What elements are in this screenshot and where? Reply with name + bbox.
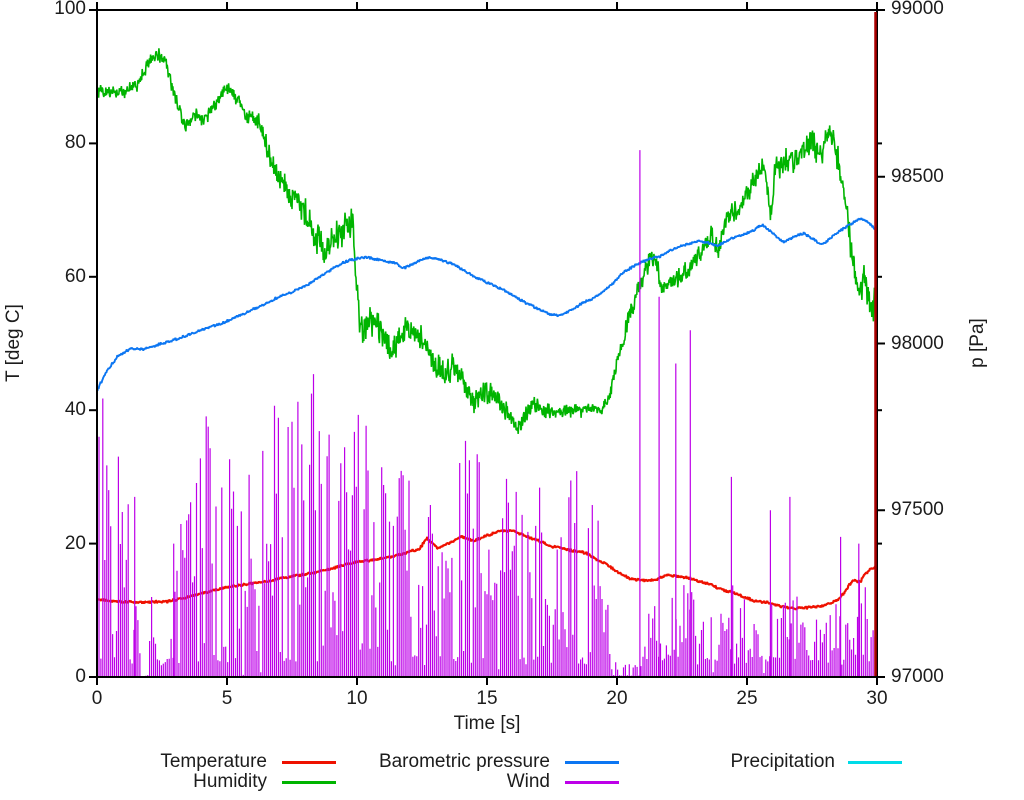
legend-label-barometric-pressure: Barometric pressure [378,751,550,772]
x-tick-label-25: 25 [736,688,758,709]
x-tick-label-20: 20 [606,688,628,709]
legend-label-temperature: Temperature [160,751,267,772]
legend-label-humidity: Humidity [193,771,267,792]
legend-line-barometric-pressure [565,761,619,764]
x-tick-label-5: 5 [221,688,233,709]
x-tick-label-30: 30 [866,688,888,709]
x-axis-title: Time [s] [453,713,521,734]
y1-axis-title: T [deg C] [3,304,24,382]
y2-tick-label-98000: 98000 [891,333,944,354]
y1-tick-label-80: 80 [64,132,86,153]
y1-tick-label-20: 20 [64,533,86,554]
x-tick-label-10: 10 [346,688,368,709]
y2-tick-label-97500: 97500 [891,499,944,520]
y1-tick-label-0: 0 [75,666,86,687]
legend-line-humidity [282,781,336,784]
legend-line-temperature [282,761,336,764]
y1-tick-label-100: 100 [54,0,86,19]
legend-label-precipitation: Precipitation [730,751,835,772]
legend-label-wind: Wind [506,771,550,792]
y1-tick-label-60: 60 [64,266,86,287]
legend-line-wind [565,781,619,784]
y2-tick-label-97000: 97000 [891,666,944,687]
y2-tick-label-98500: 98500 [891,166,944,187]
x-tick-label-15: 15 [476,688,498,709]
x-tick-label-0: 0 [91,688,103,709]
y2-tick-label-99000: 99000 [891,0,944,19]
y2-axis-title: p [Pa] [967,318,988,368]
legend-line-precipitation [848,761,902,764]
y1-tick-label-40: 40 [64,399,86,420]
